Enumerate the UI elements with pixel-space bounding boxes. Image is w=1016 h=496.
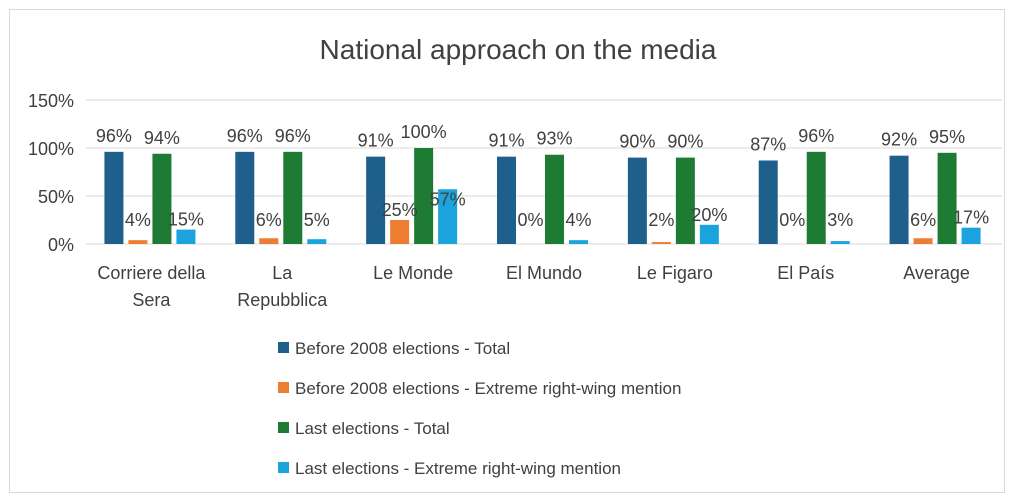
data-label: 6% [910,210,936,230]
legend-swatch [278,382,289,393]
bar-series-4-0 [176,229,196,244]
data-label: 90% [619,132,655,152]
bar-series-3-6 [937,152,957,244]
bar-series-2-2 [390,220,410,244]
bar-series-2-4 [651,242,671,244]
chart-title: National approach on the media [320,34,717,65]
data-label: 95% [929,127,965,147]
category-label: El Mundo [506,263,582,283]
bar-series-1-4 [627,157,647,244]
bar-series-2-6 [913,238,933,244]
data-label: 25% [382,200,418,220]
data-label: 57% [430,189,466,209]
data-label: 2% [648,210,674,230]
bar-series-1-1 [235,151,255,244]
data-label: 5% [304,210,330,230]
bar-series-1-0 [104,151,124,244]
legend-entry: Before 2008 elections - Total [295,339,510,358]
legend-entry: Before 2008 elections - Extreme right-wi… [295,379,681,398]
data-label: 15% [168,210,204,230]
legend-swatch [278,422,289,433]
data-label: 94% [144,128,180,148]
legend-entry: Last elections - Extreme right-wing ment… [295,459,621,478]
data-label: 92% [881,130,917,150]
y-tick-label: 0% [48,235,74,255]
data-label: 17% [953,208,989,228]
bar-series-4-3 [569,240,588,244]
data-label: 0% [517,210,543,230]
y-tick-label: 150% [28,91,74,111]
data-label: 90% [667,132,703,152]
category-label: El País [777,263,834,283]
data-label: 96% [227,126,263,146]
data-label: 6% [256,210,282,230]
category-label: Corriere della [97,263,206,283]
bar-series-4-6 [961,227,981,244]
category-label: Average [903,263,970,283]
bar-series-3-3 [545,154,564,244]
data-label: 96% [275,126,311,146]
data-label: 100% [401,122,447,142]
data-label: 91% [358,131,394,151]
data-label: 4% [565,210,591,230]
category-label: Repubblica [237,290,328,310]
data-label: 87% [750,134,786,154]
data-label: 3% [827,210,853,230]
data-label: 91% [488,131,524,151]
chart-frame [9,9,1005,493]
data-label: 20% [691,205,727,225]
bar-series-2-1 [259,238,279,244]
legend-swatch [278,342,289,353]
bar-series-1-2 [366,156,386,244]
bar-series-2-0 [128,240,148,244]
data-label: 4% [125,210,151,230]
bar-series-3-1 [283,151,303,244]
data-label: 93% [536,129,572,149]
data-label: 96% [798,126,834,146]
y-tick-label: 50% [38,187,74,207]
bar-series-4-4 [699,224,719,244]
bar-series-4-5 [830,241,850,244]
bar-series-3-5 [806,151,826,244]
category-label: Le Figaro [637,263,713,283]
category-label: Le Monde [373,263,453,283]
bar-series-3-2 [414,148,434,244]
y-tick-label: 100% [28,139,74,159]
data-label: 96% [96,126,132,146]
bar-series-1-6 [889,155,909,244]
data-label: 0% [779,210,805,230]
bar-series-1-5 [758,160,778,244]
bar-series-4-1 [307,239,327,244]
category-label: Sera [132,290,171,310]
bar-series-3-4 [675,157,695,244]
category-label: La [272,263,293,283]
legend-entry: Last elections - Total [295,419,450,438]
bar-series-4-2 [438,189,458,244]
bar-series-1-3 [497,156,516,244]
legend-swatch [278,462,289,473]
bar-series-3-0 [152,153,172,244]
